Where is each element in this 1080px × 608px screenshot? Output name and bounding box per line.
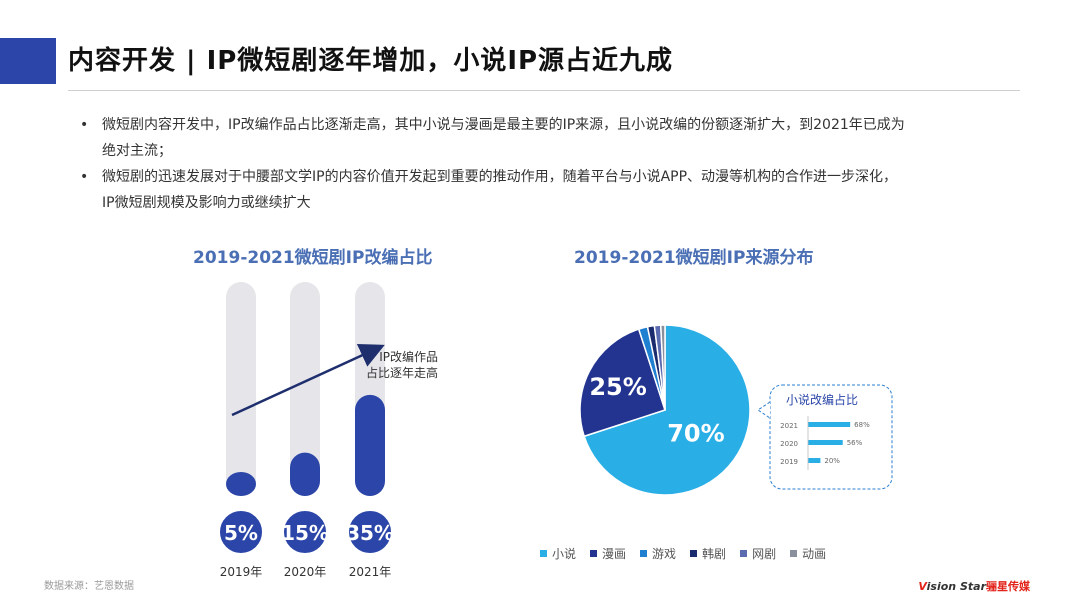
bar-value-label: 35% bbox=[346, 521, 394, 545]
inset-bar bbox=[808, 422, 851, 427]
bullet-item: • 微短剧内容开发中，IP改编作品占比逐渐走高，其中小说与漫画是最主要的IP来源… bbox=[78, 112, 1018, 164]
bar-value-badge bbox=[347, 509, 393, 555]
legend-item: 动画 bbox=[790, 545, 826, 562]
legend-swatch bbox=[540, 550, 547, 557]
inset-bar bbox=[808, 440, 843, 445]
brand-logo-cn: 骊星传媒 bbox=[986, 580, 1030, 593]
inset-value-label: 56% bbox=[847, 439, 863, 447]
bar-category-label: 2020年 bbox=[284, 565, 327, 579]
legend-label: 韩剧 bbox=[702, 547, 727, 561]
legend-swatch bbox=[740, 550, 748, 557]
bar-category-label: 2019年 bbox=[220, 565, 263, 579]
pie-slice-label: 25% bbox=[589, 373, 646, 401]
bar-chart-title: 2019-2021微短剧IP改编占比 bbox=[193, 248, 433, 268]
bar-track bbox=[226, 282, 256, 496]
legend-item: 漫画 bbox=[590, 545, 626, 562]
pie-legend: 小说 漫画 游戏 韩剧 网剧 动画 bbox=[540, 545, 826, 562]
brand-logo: Vision Star骊星传媒 bbox=[918, 578, 1030, 594]
bar bbox=[355, 394, 385, 496]
bar-value-label: 5% bbox=[224, 521, 258, 545]
legend-label: 动画 bbox=[802, 547, 827, 561]
trend-annotation-line1: IP改编作品 bbox=[379, 349, 438, 364]
legend-item: 韩剧 bbox=[690, 545, 726, 562]
inset-category-label: 2019 bbox=[780, 458, 798, 466]
legend-swatch bbox=[590, 550, 598, 557]
bullet-text-line: 绝对主流； bbox=[102, 143, 172, 159]
legend-swatch bbox=[690, 550, 698, 557]
legend-label: 漫画 bbox=[602, 547, 627, 561]
legend-item: 游戏 bbox=[640, 545, 676, 562]
bullet-item: • 微短剧的迅速发展对于中腰部文学IP的内容价值开发起到重要的推动作用，随着平台… bbox=[78, 164, 1018, 216]
pie-slice bbox=[583, 324, 751, 496]
page-title: 内容开发 | IP微短剧逐年增加，小说IP源占近九成 bbox=[68, 46, 674, 76]
novel-share-inset: 小说改编占比 2021 68% 2020 56% 2019 20% bbox=[757, 384, 893, 490]
inset-bar bbox=[808, 458, 821, 463]
trend-annotation-line2: 占比逐年走高 bbox=[366, 365, 438, 380]
inset-frame bbox=[769, 384, 893, 490]
bullet-list: • 微短剧内容开发中，IP改编作品占比逐渐走高，其中小说与漫画是最主要的IP来源… bbox=[78, 112, 1018, 216]
pie-slice bbox=[579, 328, 666, 438]
inset-category-label: 2020 bbox=[780, 440, 798, 448]
legend-item: 网剧 bbox=[740, 545, 776, 562]
bullet-text-line: 微短剧的迅速发展对于中腰部文学IP的内容价值开发起到重要的推动作用，随着平台与小… bbox=[102, 169, 898, 185]
bullet-dot: • bbox=[80, 117, 89, 133]
pie-slice bbox=[659, 324, 666, 411]
ip-source-pie-chart: 70% 25% 小说改编占比 2021 68% 2020 56% 2019 20% bbox=[579, 324, 893, 496]
legend-label: 小说 bbox=[552, 547, 577, 561]
title-divider bbox=[68, 90, 1020, 91]
trend-arrow bbox=[231, 343, 385, 417]
bullet-text-line: IP微短剧规模及影响力或继续扩大 bbox=[102, 195, 311, 211]
pie-slice-label: 70% bbox=[667, 419, 724, 447]
inset-pointer bbox=[757, 401, 771, 419]
bullet-dot: • bbox=[80, 169, 89, 185]
title-accent-bar bbox=[0, 38, 56, 84]
inset-title: 小说改编占比 bbox=[786, 392, 858, 407]
bar bbox=[226, 472, 256, 496]
brand-logo-en: ision Star bbox=[926, 580, 986, 593]
legend-swatch bbox=[640, 550, 648, 557]
bar-value-label: 15% bbox=[281, 521, 329, 545]
bullet-text-line: 微短剧内容开发中，IP改编作品占比逐渐走高，其中小说与漫画是最主要的IP来源，且… bbox=[102, 117, 905, 133]
brand-logo-mark: V bbox=[918, 580, 927, 593]
bar bbox=[290, 452, 320, 496]
legend-swatch bbox=[790, 550, 798, 557]
bar-category-label: 2021年 bbox=[349, 565, 392, 579]
inset-category-label: 2021 bbox=[780, 422, 798, 430]
data-source-note: 数据来源：艺恩数据 bbox=[44, 581, 134, 592]
bar-value-badge bbox=[282, 509, 328, 555]
inset-value-label: 68% bbox=[854, 421, 870, 429]
legend-item: 小说 bbox=[540, 545, 576, 562]
legend-label: 网剧 bbox=[752, 547, 777, 561]
pie-chart-title: 2019-2021微短剧IP来源分布 bbox=[574, 248, 814, 268]
bar-track bbox=[290, 282, 320, 496]
inset-value-label: 20% bbox=[824, 457, 840, 465]
ip-adaptation-bar-chart: 5% 15% 35% 2019年 2020年 2021年 IP改编作品 占比逐年走高 bbox=[218, 282, 438, 579]
bar-value-badge bbox=[218, 509, 264, 555]
legend-label: 游戏 bbox=[652, 547, 677, 561]
